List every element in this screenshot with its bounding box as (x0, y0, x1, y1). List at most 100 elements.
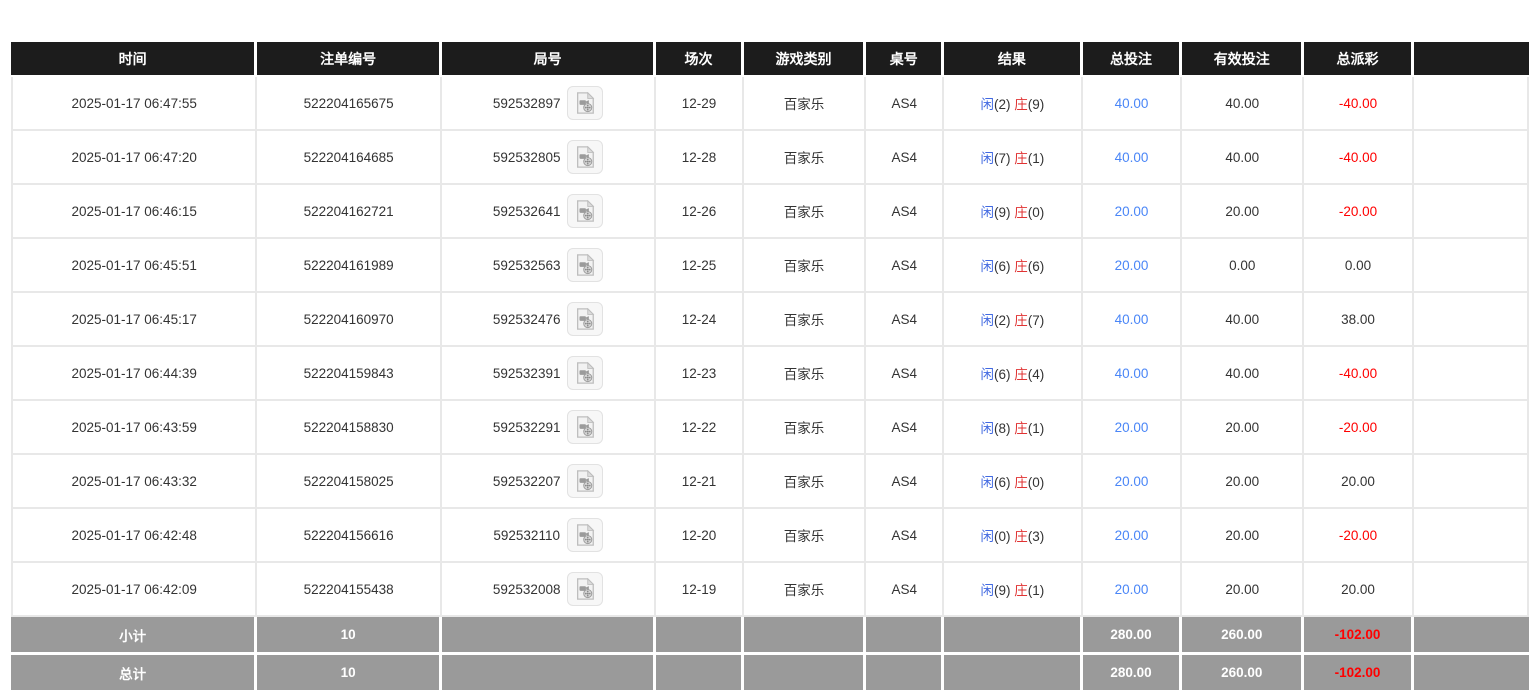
cell-valid-bet: 20.00 (1182, 185, 1305, 239)
total-bet-amount[interactable]: 20.00 (1114, 257, 1149, 273)
table-row: 2025-01-17 06:42:48 522204156616 592532110… (11, 509, 1529, 563)
result-banker-score: (0) (1027, 205, 1045, 220)
video-replay-button[interactable] (567, 86, 604, 120)
result-player-score: (8) (993, 421, 1011, 436)
cell-bet-id: 522204164685 (257, 131, 442, 185)
result-player-score: (0) (993, 529, 1011, 544)
cell-extra (1414, 509, 1529, 563)
cell-time: 2025-01-17 06:45:51 (11, 239, 258, 293)
cell-result: 闲(2) 庄(9) (944, 77, 1083, 131)
cell-extra (1414, 455, 1529, 509)
table-footer: 小计 10 280.00 260.00 -102.00 总计 10 280.00 260.00-… (11, 617, 1529, 693)
result-banker-label: 庄 (1014, 421, 1028, 436)
cell-time: 2025-01-17 06:43:32 (11, 455, 258, 509)
round-number-wrap: 592532641 (493, 194, 604, 228)
video-replay-button[interactable] (567, 410, 604, 444)
footer-round-cell (441, 655, 657, 693)
round-number: 592532641 (492, 203, 561, 219)
result-banker-score: (4) (1027, 367, 1045, 382)
video-replay-button[interactable] (567, 140, 604, 174)
footer-valid-bet-cell: 260.00 (1182, 617, 1305, 655)
cell-time: 2025-01-17 06:46:15 (11, 185, 258, 239)
total-bet-amount[interactable]: 40.00 (1114, 311, 1149, 327)
cell-session: 12-29 (656, 77, 744, 131)
result-banker-label: 庄 (1014, 151, 1028, 166)
cell-total-bet: 20.00 (1082, 563, 1183, 617)
cell-table-no: AS4 (866, 293, 945, 347)
video-replay-button[interactable] (567, 194, 604, 228)
cell-table-no: AS4 (866, 77, 945, 131)
cell-game-type: 百家乐 (743, 77, 867, 131)
video-replay-button[interactable] (567, 356, 604, 390)
column-header-game-type: 游戏类别 (743, 42, 867, 77)
result-banker-score: (1) (1027, 421, 1045, 436)
round-number-wrap: 592532008 (493, 572, 604, 606)
video-replay-button[interactable] (567, 572, 604, 606)
column-header-round: 局号 (441, 42, 657, 77)
total-bet-amount[interactable]: 40.00 (1114, 365, 1149, 381)
bet-records-table: 时间 注单编号 局号 场次 游戏类别 桌号 结果 总投注 有效投注 总派彩 2025-01-17 … (11, 42, 1529, 693)
result-player-score: (9) (993, 583, 1011, 598)
round-number-wrap: 592532110 (493, 518, 603, 552)
cell-result: 闲(8) 庄(1) (944, 401, 1083, 455)
cell-bet-id: 522204156616 (257, 509, 442, 563)
video-replay-button[interactable] (567, 248, 604, 282)
cell-extra (1414, 563, 1529, 617)
result-player-score: (6) (993, 475, 1011, 490)
result-player-label: 闲 (980, 259, 994, 274)
cell-round: 592532110 (441, 509, 657, 563)
cell-table-no: AS4 (866, 401, 945, 455)
cell-time: 2025-01-17 06:45:17 (11, 293, 258, 347)
round-number-wrap: 592532897 (493, 86, 604, 120)
total-bet-amount[interactable]: 20.00 (1114, 473, 1149, 489)
video-file-icon (574, 524, 596, 546)
video-file-icon (574, 308, 596, 330)
cell-table-no: AS4 (866, 455, 945, 509)
round-number-wrap: 592532207 (493, 464, 604, 498)
result-player-label: 闲 (980, 421, 994, 436)
footer-payout-cell: -102.00 (1304, 617, 1415, 655)
cell-session: 12-23 (656, 347, 744, 401)
result-banker-label: 庄 (1014, 313, 1028, 328)
cell-game-type: 百家乐 (743, 347, 867, 401)
cell-valid-bet: 20.00 (1182, 401, 1305, 455)
cell-valid-bet: 40.00 (1182, 347, 1305, 401)
round-number: 592532805 (492, 149, 561, 165)
result-banker-score: (0) (1027, 475, 1045, 490)
video-replay-button[interactable] (567, 302, 604, 336)
cell-time: 2025-01-17 06:43:59 (11, 401, 258, 455)
cell-round: 592532391 (441, 347, 657, 401)
column-header-valid-bet: 有效投注 (1182, 42, 1305, 77)
footer-payout-cell: -102.00 (1304, 655, 1415, 693)
cell-round: 592532291 (441, 401, 657, 455)
column-header-total-bet: 总投注 (1082, 42, 1183, 77)
total-bet-amount[interactable]: 20.00 (1114, 419, 1149, 435)
total-bet-amount[interactable]: 20.00 (1114, 527, 1149, 543)
result-banker-score: (1) (1027, 151, 1045, 166)
total-bet-amount[interactable]: 20.00 (1114, 581, 1149, 597)
table-row: 2025-01-17 06:43:59 522204158830 592532291… (11, 401, 1529, 455)
total-bet-amount[interactable]: 20.00 (1114, 203, 1149, 219)
total-bet-amount[interactable]: 40.00 (1114, 95, 1149, 111)
result-player-score: (6) (993, 367, 1011, 382)
video-replay-button[interactable] (566, 518, 603, 552)
cell-session: 12-24 (656, 293, 744, 347)
table-row: 2025-01-17 06:43:32 522204158025 592532207… (11, 455, 1529, 509)
table-row: 2025-01-17 06:47:55 522204165675 592532897… (11, 77, 1529, 131)
cell-result: 闲(7) 庄(1) (944, 131, 1083, 185)
result-player-label: 闲 (980, 367, 994, 382)
result-player-label: 闲 (980, 97, 994, 112)
cell-extra (1414, 131, 1529, 185)
table-header-row: 时间 注单编号 局号 场次 游戏类别 桌号 结果 总投注 有效投注 总派彩 (11, 42, 1529, 77)
result-player-label: 闲 (980, 313, 994, 328)
cell-result: 闲(2) 庄(7) (944, 293, 1083, 347)
cell-round: 592532641 (441, 185, 657, 239)
footer-game-type-cell (743, 655, 867, 693)
result-player-score: (7) (993, 151, 1011, 166)
cell-extra (1414, 401, 1529, 455)
total-bet-amount[interactable]: 40.00 (1114, 149, 1149, 165)
cell-game-type: 百家乐 (743, 293, 867, 347)
result-player-label: 闲 (980, 205, 994, 220)
video-file-icon (574, 578, 596, 600)
video-replay-button[interactable] (567, 464, 604, 498)
